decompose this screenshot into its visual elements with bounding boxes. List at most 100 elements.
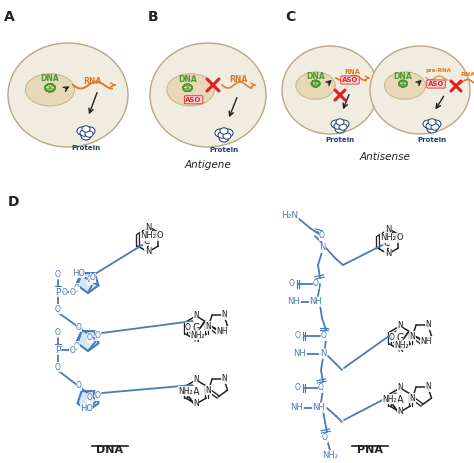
Ellipse shape <box>223 129 233 137</box>
Text: N: N <box>410 394 415 403</box>
Text: NH₂: NH₂ <box>394 340 409 350</box>
Ellipse shape <box>335 125 345 133</box>
Text: N: N <box>145 248 151 257</box>
Text: O: O <box>318 383 324 393</box>
Text: N: N <box>145 224 151 232</box>
Ellipse shape <box>150 43 266 147</box>
Text: H₂N: H₂N <box>282 211 299 219</box>
Text: N: N <box>319 244 325 252</box>
Text: O: O <box>95 392 101 400</box>
Ellipse shape <box>431 120 441 128</box>
Text: N: N <box>221 375 227 383</box>
Text: O: O <box>295 383 301 393</box>
Ellipse shape <box>336 119 344 125</box>
Text: G: G <box>396 333 404 343</box>
Text: NH: NH <box>217 326 228 336</box>
Text: O: O <box>87 394 93 402</box>
Ellipse shape <box>384 72 426 99</box>
Text: B: B <box>148 10 159 24</box>
Ellipse shape <box>423 120 433 128</box>
Ellipse shape <box>167 74 214 106</box>
Text: Protein: Protein <box>418 137 447 143</box>
Text: Antigene: Antigene <box>185 160 231 170</box>
Text: N: N <box>193 336 199 344</box>
Text: Protein: Protein <box>326 137 355 143</box>
Text: RNA: RNA <box>344 69 360 75</box>
Ellipse shape <box>219 134 229 142</box>
Text: O: O <box>62 288 67 297</box>
Text: N: N <box>206 386 211 394</box>
Text: RNA: RNA <box>460 72 474 77</box>
Text: ASO: ASO <box>342 77 358 83</box>
Ellipse shape <box>334 123 342 129</box>
Text: DNA: DNA <box>393 72 412 81</box>
Ellipse shape <box>223 133 231 139</box>
Ellipse shape <box>82 126 90 132</box>
Text: O: O <box>76 382 82 390</box>
Text: Protein: Protein <box>210 147 238 153</box>
Text: N: N <box>193 375 199 384</box>
Text: P: P <box>55 288 60 297</box>
Text: A: A <box>193 387 199 397</box>
Text: O: O <box>90 274 96 282</box>
Text: HO: HO <box>80 404 93 413</box>
Text: PNA: PNA <box>357 445 383 455</box>
Text: C: C <box>384 238 390 248</box>
Text: O: O <box>322 433 328 443</box>
Text: NH₂: NH₂ <box>179 387 193 395</box>
Ellipse shape <box>370 46 470 134</box>
Ellipse shape <box>331 120 341 128</box>
Ellipse shape <box>8 43 128 147</box>
Text: N: N <box>221 310 227 319</box>
Text: N: N <box>397 407 403 417</box>
Text: N: N <box>397 383 403 393</box>
Text: NH: NH <box>293 350 306 358</box>
Text: pre-RNA: pre-RNA <box>425 68 451 73</box>
Ellipse shape <box>80 130 88 136</box>
Text: DNA: DNA <box>306 72 325 81</box>
Text: DNA: DNA <box>41 74 59 83</box>
Ellipse shape <box>339 120 349 128</box>
Text: RNA: RNA <box>229 75 247 84</box>
Text: O: O <box>157 232 164 240</box>
Text: NH₂: NH₂ <box>380 233 396 243</box>
Polygon shape <box>78 273 99 293</box>
Text: NH₂: NH₂ <box>140 232 156 240</box>
Ellipse shape <box>220 128 228 134</box>
Text: C: C <box>144 237 150 245</box>
Text: NH: NH <box>288 298 301 307</box>
Text: O⁻: O⁻ <box>70 345 80 355</box>
Text: NH₂: NH₂ <box>190 331 205 339</box>
Ellipse shape <box>296 72 335 99</box>
Ellipse shape <box>85 131 93 137</box>
Text: O: O <box>313 280 319 288</box>
Text: N: N <box>193 400 199 408</box>
Text: A: A <box>4 10 15 24</box>
Text: O: O <box>55 328 61 337</box>
Ellipse shape <box>427 125 437 133</box>
Text: Antisense: Antisense <box>360 152 410 162</box>
Text: O: O <box>73 284 80 293</box>
Text: N: N <box>206 322 211 331</box>
Text: N: N <box>193 312 199 320</box>
Text: O⁻: O⁻ <box>70 288 80 297</box>
Ellipse shape <box>426 123 434 129</box>
Text: NH: NH <box>421 337 432 345</box>
Text: O: O <box>95 332 101 340</box>
Text: O: O <box>321 332 327 340</box>
Text: N: N <box>320 350 326 358</box>
Text: NH: NH <box>313 403 325 413</box>
Text: NH₂: NH₂ <box>322 450 338 459</box>
Ellipse shape <box>26 74 74 106</box>
Ellipse shape <box>428 119 436 125</box>
Text: O: O <box>55 363 61 372</box>
Text: DNA: DNA <box>178 75 197 84</box>
Ellipse shape <box>85 127 95 135</box>
Text: O: O <box>55 305 61 313</box>
Ellipse shape <box>218 132 226 138</box>
Text: O: O <box>289 280 295 288</box>
Text: O: O <box>295 332 301 340</box>
Ellipse shape <box>282 46 378 134</box>
Text: N: N <box>385 250 391 258</box>
Text: Protein: Protein <box>72 145 100 151</box>
